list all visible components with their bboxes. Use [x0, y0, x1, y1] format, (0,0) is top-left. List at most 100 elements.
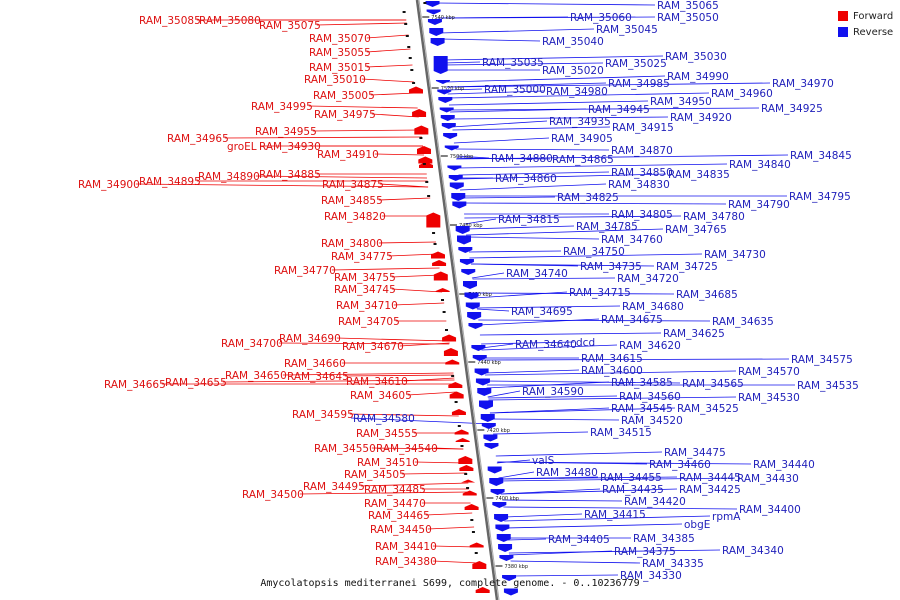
connector-reverse — [478, 318, 600, 326]
connector-reverse — [447, 90, 545, 95]
connector-forward — [366, 64, 413, 68]
gene-label-ram-34990: RAM_34990 — [667, 71, 729, 83]
gene-label-ram-34945: RAM_34945 — [588, 104, 650, 116]
connector-reverse — [481, 344, 618, 351]
gene-marker — [405, 35, 409, 37]
gene-label-ram-34995: RAM_34995 — [251, 101, 313, 113]
gene-label-ram-34480: RAM_34480 — [536, 467, 598, 479]
gene-label-ram-34585: RAM_34585 — [611, 377, 673, 389]
gene-label-ram-34470: RAM_34470 — [364, 498, 426, 510]
connector-forward — [427, 526, 475, 530]
gene-marker — [471, 531, 475, 533]
gene-label-ram-34835: RAM_34835 — [668, 169, 730, 181]
gene-label-ram-34775: RAM_34775 — [331, 251, 393, 263]
genome-caption: Amycolatopsis mediterranei S699, complet… — [260, 578, 640, 589]
reverse-gene — [483, 434, 498, 442]
gene-label-ram-34720: RAM_34720 — [617, 273, 679, 285]
connector-forward — [135, 183, 429, 188]
connector-reverse — [447, 88, 483, 91]
connector-forward — [432, 560, 479, 564]
reverse-gene — [426, 9, 441, 15]
gene-label-ram-34745: RAM_34745 — [334, 284, 396, 296]
reverse-gene — [451, 193, 466, 201]
gene-marker — [442, 311, 446, 313]
gene-marker — [408, 57, 412, 59]
gene-label-ram-34820: RAM_34820 — [324, 211, 386, 223]
gene-label-ram-34910: RAM_34910 — [317, 149, 379, 161]
reverse-gene — [490, 489, 505, 495]
reverse-gene — [487, 466, 502, 474]
connector-reverse — [508, 549, 721, 554]
gene-label-ram-35065: RAM_35065 — [657, 0, 719, 12]
gene-label-ram-34375: RAM_34375 — [614, 546, 676, 558]
connector-forward — [391, 288, 443, 293]
label-connectors — [135, 2, 795, 577]
gene-label-ram-34750: RAM_34750 — [563, 246, 625, 258]
scale-ticks: 7540 kbp 7520 kbp 7500 kbp 7480 kbp 7460 kbp… — [422, 15, 528, 570]
connector-reverse — [503, 506, 738, 510]
reverse-gene — [441, 123, 456, 129]
gene-label-ram-35070: RAM_35070 — [309, 33, 371, 45]
gene-label-dcd: dcd — [576, 337, 595, 349]
scale-label: 7400 kbp — [495, 496, 519, 502]
gene-label-ram-34815: RAM_34815 — [498, 214, 560, 226]
connector-reverse — [504, 515, 711, 522]
forward-gene — [414, 125, 429, 135]
connector-forward — [361, 78, 415, 83]
connector-reverse — [468, 250, 562, 253]
gene-label-ram-34465: RAM_34465 — [368, 510, 430, 522]
gene-label-ram-34460: RAM_34460 — [649, 459, 711, 471]
scale-label: 7540 kbp — [431, 15, 455, 21]
gene-label-ram-34965: RAM_34965 — [167, 133, 229, 145]
reverse-gene — [440, 115, 455, 121]
connector-reverse — [464, 215, 682, 219]
gene-label-ram-34840: RAM_34840 — [729, 159, 791, 171]
gene-label-ram-34605: RAM_34605 — [350, 390, 412, 402]
gene-label-ram-34865: RAM_34865 — [552, 154, 614, 166]
gene-label-ram-34920: RAM_34920 — [670, 112, 732, 124]
forward-gene — [475, 587, 490, 593]
reverse-gene — [495, 524, 510, 532]
connector-reverse — [442, 55, 664, 61]
gene-label-ram-34570: RAM_34570 — [738, 366, 800, 378]
connector-reverse — [497, 461, 752, 465]
gene-label-ram-34785: RAM_34785 — [576, 221, 638, 233]
reverse-gene — [429, 28, 444, 36]
gene-label-ram-34890: RAM_34890 — [198, 171, 260, 183]
connector-reverse — [451, 120, 548, 128]
gene-marker — [451, 375, 455, 377]
connector-forward — [414, 461, 466, 464]
gene-marker — [419, 137, 423, 139]
gene-label-ram-34715: RAM_34715 — [569, 287, 631, 299]
connector-forward — [299, 491, 470, 495]
connector-forward — [331, 267, 440, 271]
gene-label-ram-34955: RAM_34955 — [255, 126, 317, 138]
gene-label-obge: obgE — [684, 519, 710, 531]
connector-forward — [255, 175, 428, 179]
gene-label-ram-34435: RAM_34435 — [602, 484, 664, 496]
connector-reverse — [458, 171, 610, 176]
gene-label-groel: groEL — [227, 141, 257, 153]
connector-forward — [379, 183, 429, 188]
gene-label-ram-34800: RAM_34800 — [321, 238, 383, 250]
reverse-gene — [480, 414, 495, 422]
gene-label-ram-35085: RAM_35085 — [139, 15, 201, 27]
gene-label-ram-34755: RAM_34755 — [334, 272, 396, 284]
connector-reverse — [493, 431, 589, 435]
connector-forward — [278, 342, 450, 345]
gene-label-ram-34675: RAM_34675 — [601, 314, 663, 326]
connector-reverse — [445, 75, 666, 83]
connector-reverse — [471, 272, 505, 279]
gene-label-vals: valS — [532, 455, 555, 467]
connector-forward — [407, 391, 457, 396]
connector-reverse — [466, 228, 664, 236]
reverse-gene — [465, 302, 480, 310]
connector-forward — [433, 447, 464, 450]
gene-label-ram-34600: RAM_34600 — [581, 365, 643, 377]
forward-gene — [464, 504, 479, 510]
gene-label-ram-35040: RAM_35040 — [542, 36, 604, 48]
reverse-gene — [459, 259, 474, 265]
connector-reverse — [510, 560, 641, 564]
gene-label-ram-34895: RAM_34895 — [139, 176, 201, 188]
